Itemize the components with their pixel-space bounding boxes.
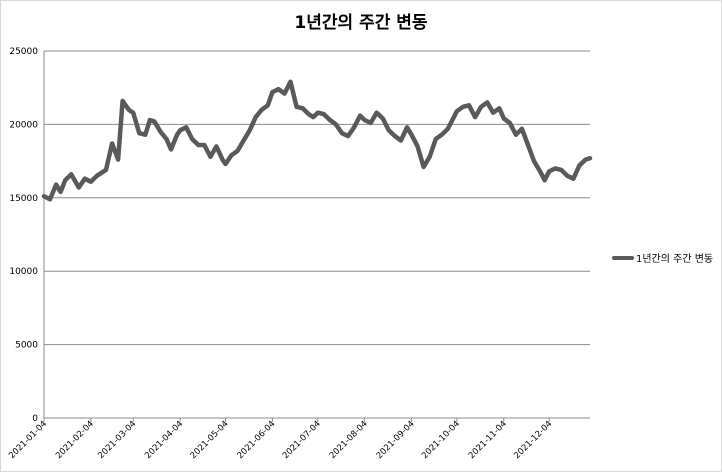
series-lines <box>41 79 593 202</box>
y-tick-label: 15000 <box>9 194 38 204</box>
x-tick-label: 2021-06-04 <box>235 419 277 461</box>
x-tick-label: 2021-04-04 <box>143 419 185 461</box>
x-tick-label: 2021-07-04 <box>281 419 323 461</box>
series-line <box>41 79 593 202</box>
axes <box>43 51 590 422</box>
legend-swatch <box>612 255 634 260</box>
x-tick-label: 2021-08-04 <box>328 419 370 461</box>
chart-title: 1년간의 주간 변동 <box>294 13 428 33</box>
x-tick-label: 2021-09-04 <box>375 419 417 461</box>
x-tick-label: 2021-10-04 <box>420 419 462 461</box>
y-tick-label: 20000 <box>9 120 38 130</box>
x-tick-label: 2021-02-04 <box>54 419 96 461</box>
x-tick-label: 2021-03-04 <box>96 419 138 461</box>
x-tick-label: 2021-11-04 <box>467 419 509 461</box>
y-tick-label: 0 <box>32 414 38 424</box>
legend-label: 1년간의 주간 변동 <box>636 254 714 265</box>
y-axis-tick-labels: 0 5000 10000 15000 20000 25000 <box>9 47 38 424</box>
x-axis-tick-labels: 2021-01-04 2021-02-04 2021-03-04 2021-04-04… <box>7 419 554 461</box>
x-tick-label: 2021-05-04 <box>189 419 231 461</box>
x-tick-label: 2021-12-04 <box>512 419 554 461</box>
legend: 1년간의 주간 변동 <box>612 250 713 265</box>
y-tick-label: 5000 <box>15 341 38 351</box>
y-tick-label: 25000 <box>9 47 38 57</box>
gridlines <box>44 50 590 346</box>
y-tick-label: 10000 <box>9 267 38 277</box>
x-tick-label: 2021-01-04 <box>7 419 49 461</box>
